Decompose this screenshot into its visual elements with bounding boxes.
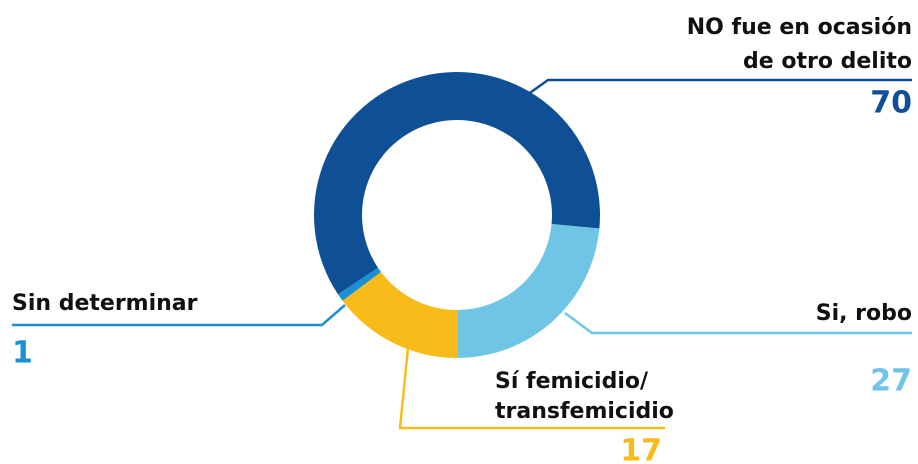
donut-segment xyxy=(338,267,381,301)
donut-segment xyxy=(314,72,600,295)
value-label: 1 xyxy=(12,336,33,371)
category-label: de otro delito xyxy=(743,49,912,74)
category-label: Sí femicidio/ xyxy=(495,369,649,394)
leader-line xyxy=(564,311,912,335)
leader-line xyxy=(398,347,665,430)
category-label: Sin determinar xyxy=(12,291,198,316)
leader-line xyxy=(12,304,346,327)
category-label: NO fue en ocasión xyxy=(687,15,912,40)
leader-line xyxy=(519,78,912,102)
category-label: transfemicidio xyxy=(495,399,674,424)
donut-segment xyxy=(457,223,600,358)
value-label: 27 xyxy=(870,364,912,399)
category-label: Si, robo xyxy=(816,301,912,326)
donut-segment xyxy=(342,271,458,358)
value-label: 70 xyxy=(870,86,912,121)
value-label: 17 xyxy=(620,434,662,464)
